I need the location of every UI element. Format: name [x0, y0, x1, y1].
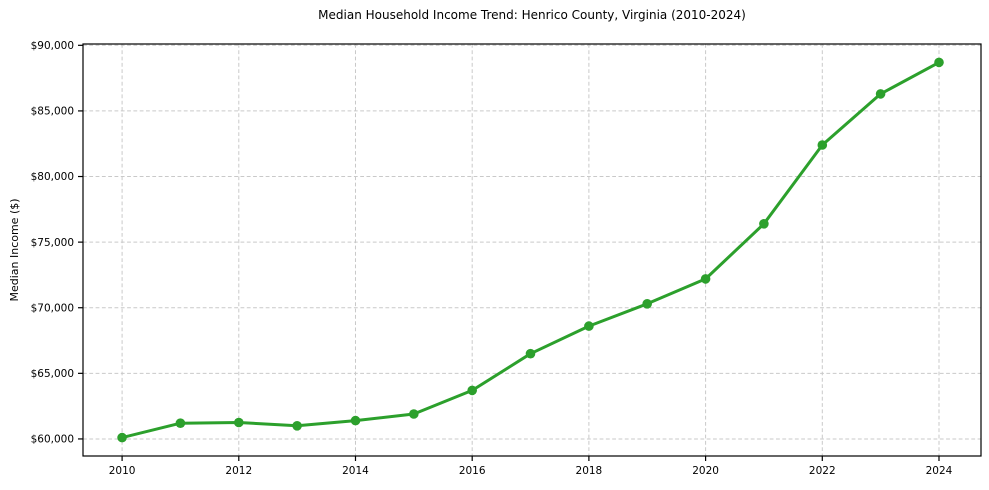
y-tick-label: $70,000 [31, 302, 74, 314]
data-point-2014 [350, 415, 361, 426]
x-tick-label: 2018 [576, 465, 603, 477]
data-point-2011 [175, 418, 186, 429]
data-point-2024 [934, 57, 944, 68]
y-tick-label: $65,000 [31, 368, 74, 380]
y-tick-label: $80,000 [31, 171, 74, 183]
y-tick-label: $90,000 [31, 40, 74, 52]
data-point-2021 [759, 219, 769, 229]
data-point-2018 [584, 321, 594, 331]
x-tick-label: 2010 [109, 465, 136, 477]
data-point-2012 [234, 417, 244, 428]
plot-frame [82, 43, 982, 457]
data-point-2019 [642, 299, 652, 309]
data-point-2017 [525, 348, 536, 359]
x-tick-label: 2024 [926, 465, 953, 477]
data-point-2013 [292, 421, 302, 431]
data-point-2020 [700, 274, 711, 284]
x-tick-label: 2016 [459, 465, 486, 477]
chart-title: Median Household Income Trend: Henrico C… [318, 8, 746, 22]
x-tick-label: 2020 [692, 465, 719, 477]
data-point-2015 [409, 409, 419, 419]
y-tick-label: $85,000 [31, 106, 74, 118]
x-tick-label: 2022 [809, 465, 836, 477]
x-tick-label: 2012 [225, 465, 252, 477]
income-trend-line [120, 60, 941, 440]
data-point-2010 [117, 432, 127, 443]
y-tick-label: $75,000 [31, 237, 74, 249]
data-point-2016 [467, 385, 478, 396]
data-point-2023 [875, 89, 886, 99]
data-point-2022 [817, 140, 828, 150]
y-tick-label: $60,000 [31, 434, 74, 446]
x-tick-label: 2014 [342, 465, 369, 477]
